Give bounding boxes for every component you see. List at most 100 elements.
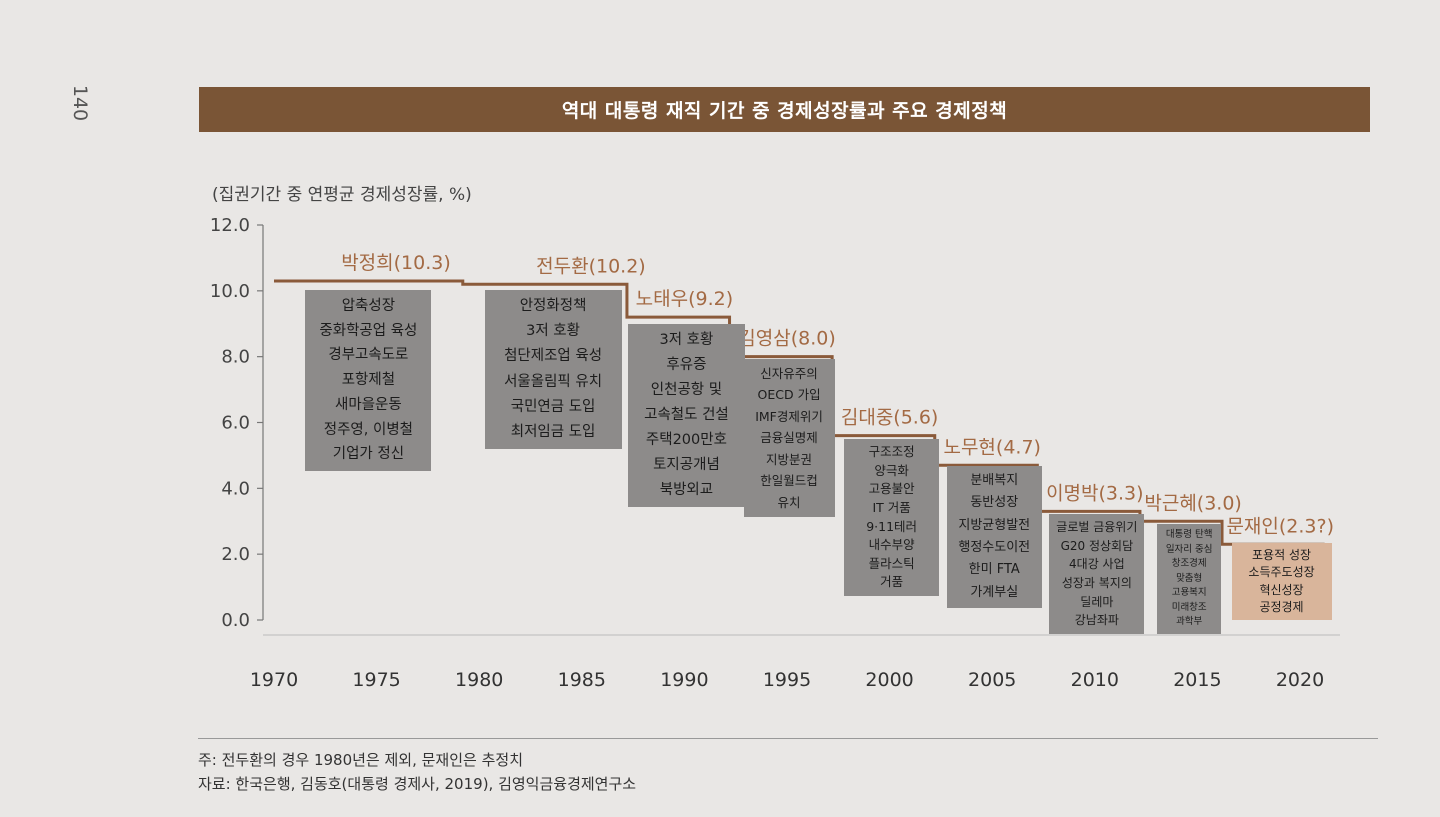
y-tick-label: 0.0 xyxy=(221,610,250,631)
policy-item: 미래창조 xyxy=(1171,601,1207,613)
policy-item: G20 정상회담 xyxy=(1060,538,1134,553)
policy-item: 3저 호황 xyxy=(526,323,580,340)
president-label: 박정희(10.3) xyxy=(341,252,451,274)
x-tick-label: 1980 xyxy=(455,669,503,691)
note-2: 자료: 한국은행, 김동호(대통령 경제사, 2019), 김영익금융경제연구소 xyxy=(198,775,637,793)
y-tick-label: 2.0 xyxy=(221,544,250,565)
x-tick-label: 1975 xyxy=(352,669,400,691)
growth-step-line xyxy=(274,279,1325,546)
policy-item: 행정수도이전 xyxy=(958,540,1031,555)
policy-item: 정주영, 이병철 xyxy=(323,421,414,438)
policy-item: 글로벌 금융위기 xyxy=(1056,519,1138,534)
policy-item: 고용불안 xyxy=(868,481,915,497)
x-tick-label: 1995 xyxy=(763,669,811,691)
policy-item: 포용적 성장 xyxy=(1252,548,1312,562)
chart-title: 역대 대통령 재직 기간 중 경제성장률과 주요 경제정책 xyxy=(199,87,1370,132)
policy-item: 금융실명제 xyxy=(760,430,818,446)
policy-item: 새마을운동 xyxy=(335,396,402,413)
y-tick-label: 10.0 xyxy=(210,281,250,302)
policy-item: 성장과 복지의 xyxy=(1061,576,1132,590)
policy-item: 양극화 xyxy=(874,462,909,478)
policy-item: 분배복지 xyxy=(970,473,1019,489)
policy-item: 일자리 중심 xyxy=(1165,543,1213,555)
president-label: 노태우(9.2) xyxy=(636,288,733,310)
y-tick-label: 6.0 xyxy=(221,413,250,434)
x-tick-label: 2000 xyxy=(865,669,913,691)
president-label: 전두환(10.2) xyxy=(536,255,646,277)
note-1: 주: 전두환의 경우 1980년은 제외, 문재인은 추정치 xyxy=(198,751,524,769)
y-tick-label: 12.0 xyxy=(210,215,250,236)
policy-item: 한일월드컵 xyxy=(760,473,818,489)
policy-item: 거품 xyxy=(880,574,904,590)
president-label: 김영삼(8.0) xyxy=(738,328,835,350)
policy-item: 딜레마 xyxy=(1080,594,1114,609)
president-label: 김대중(5.6) xyxy=(841,407,938,429)
policy-item: IT 거품 xyxy=(872,499,911,515)
policy-item: 4대강 사업 xyxy=(1069,557,1125,572)
president-label: 박근혜(3.0) xyxy=(1144,492,1241,514)
policy-item: 압축성장 xyxy=(341,297,396,314)
policy-item: 주택200만호 xyxy=(645,432,727,448)
policy-item: 9·11테러 xyxy=(866,518,918,534)
policy-item: 소득주도성장 xyxy=(1248,565,1315,580)
policy-item: 지방분권 xyxy=(766,451,813,467)
policy-item: 중화학공업 육성 xyxy=(319,322,418,339)
policy-item: 첨단제조업 육성 xyxy=(504,348,603,365)
policy-item: 북방외교 xyxy=(659,482,714,498)
president-label: 노무현(4.7) xyxy=(943,436,1040,458)
president-label: 문재인(2.3?) xyxy=(1226,515,1334,537)
x-tick-label: 2020 xyxy=(1276,669,1324,691)
x-tick-label: 2010 xyxy=(1071,669,1119,691)
policy-box: 안정화정책 3저 호황 첨단제조업 육성 서울올림픽 유치 국민연금 도입 최저임금 도입 xyxy=(484,290,622,449)
policy-item: 한미 FTA xyxy=(968,562,1020,578)
policy-item: 기업가 정신 xyxy=(332,446,405,463)
x-tick-label: 1970 xyxy=(250,669,298,691)
y-tick-label: 8.0 xyxy=(221,347,250,368)
policy-item: 구조조정 xyxy=(868,444,915,459)
policy-item: 안정화정책 xyxy=(519,297,587,314)
policy-item: OECD 가입 xyxy=(757,387,821,403)
x-tick-label: 2005 xyxy=(968,669,1016,691)
policy-item: 내수부양 xyxy=(868,537,915,553)
policy-item: 고용복지 xyxy=(1171,587,1207,599)
policy-item: 토지공개념 xyxy=(653,457,720,473)
policy-item: 지방균형발전 xyxy=(958,517,1031,533)
policy-item: 대통령 탄핵 xyxy=(1165,528,1213,540)
policy-item: 플라스틱 xyxy=(868,555,915,571)
policy-item: 경부고속도로 xyxy=(328,347,409,364)
policy-item: 강남좌파 xyxy=(1074,613,1119,628)
president-label: 이명박(3.3) xyxy=(1046,482,1143,504)
policy-item: 신자유주의 xyxy=(760,366,818,382)
policy-item: 맞춤형 xyxy=(1176,572,1203,584)
x-tick-label: 2015 xyxy=(1173,669,1221,691)
policy-item: 후유증 xyxy=(666,357,707,373)
y-axis-label: (집권기간 중 연평균 경제성장률, %) xyxy=(212,185,472,205)
policy-item: 동반성장 xyxy=(970,495,1019,511)
y-tick-label: 4.0 xyxy=(221,478,250,499)
policy-item: 공정경제 xyxy=(1259,599,1304,614)
policy-item: 가계부실 xyxy=(970,584,1019,600)
policy-item: 최저임금 도입 xyxy=(510,423,596,440)
policy-item: 포항제철 xyxy=(341,372,396,389)
policy-item: 과학부 xyxy=(1176,616,1203,628)
policy-item: 서울올림픽 유치 xyxy=(504,373,603,390)
x-tick-label: 1985 xyxy=(558,669,606,691)
policy-item: 혁신성장 xyxy=(1259,582,1304,597)
policy-item: IMF경제위기 xyxy=(755,408,823,424)
policy-item: 고속철도 건설 xyxy=(644,407,729,423)
policy-item: 창조경제 xyxy=(1171,558,1207,570)
policy-item: 3저 호황 xyxy=(659,332,714,348)
x-tick-label: 1990 xyxy=(660,669,708,691)
policy-item: 인천공항 및 xyxy=(650,382,723,398)
notes: 주: 전두환의 경우 1980년은 제외, 문재인은 추정치 자료: 한국은행,… xyxy=(198,748,636,796)
notes-divider xyxy=(198,738,1378,739)
policy-item: 유치 xyxy=(777,494,801,510)
